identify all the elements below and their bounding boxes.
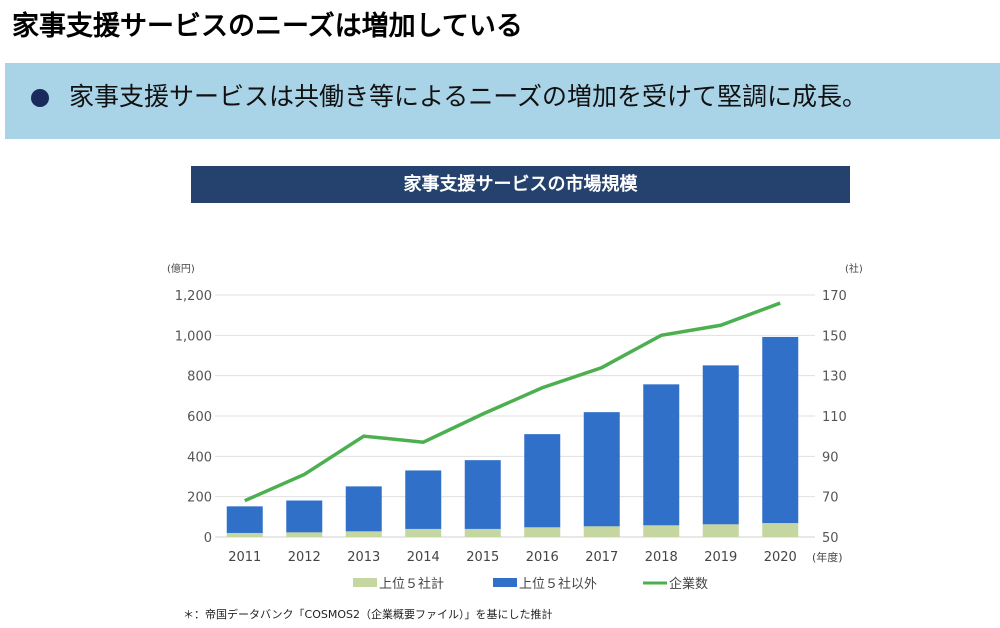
chart-title: 家事支援サービスの市場規模 xyxy=(191,166,850,203)
x-tick-label: 2012 xyxy=(288,550,321,565)
x-tick-label: 2016 xyxy=(526,550,559,565)
y-tick-label: 600 xyxy=(187,410,212,425)
bar-others xyxy=(286,500,323,533)
page-title: 家事支援サービスのニーズは増加している xyxy=(12,11,523,42)
bar-others xyxy=(345,486,382,532)
y2-tick-label: 90 xyxy=(822,450,839,465)
bar-others xyxy=(643,384,680,526)
bar-top5 xyxy=(405,528,442,537)
x-tick-label: 2011 xyxy=(228,550,261,565)
bar-others xyxy=(583,412,620,527)
summary-text: 家事支援サービスは共働き等によるニーズの増加を受けて堅調に成長。 xyxy=(69,82,868,111)
bar-top5 xyxy=(345,531,382,537)
x-tick-label: 2019 xyxy=(704,550,737,565)
bar-others xyxy=(762,336,799,524)
y2-tick-label: 150 xyxy=(822,329,847,344)
y-axis-unit: (億円) xyxy=(167,262,195,275)
bar-top5 xyxy=(226,532,263,537)
x-tick-label: 2018 xyxy=(645,550,678,565)
legend-label: 上位５社以外 xyxy=(519,576,597,592)
y2-tick-label: 130 xyxy=(822,370,847,385)
y-tick-label: 400 xyxy=(187,450,212,465)
x-tick-label: 2014 xyxy=(407,550,440,565)
bar-others xyxy=(405,470,442,529)
legend-swatch xyxy=(353,578,377,587)
y-tick-label: 1,200 xyxy=(175,289,212,304)
bar-top5 xyxy=(286,532,323,537)
y2-tick-label: 170 xyxy=(822,289,847,304)
x-axis-unit: (年度) xyxy=(812,550,843,564)
footnote: ＊：帝国データバンク「COSMOS2（企業概要ファイル）」を基にした推計 xyxy=(183,608,553,621)
bullet-icon xyxy=(31,89,49,107)
x-tick-label: 2017 xyxy=(585,550,618,565)
x-tick-label: 2020 xyxy=(764,550,797,565)
bar-top5 xyxy=(702,524,739,537)
y2-axis-unit: (社) xyxy=(845,262,863,275)
bar-top5 xyxy=(464,528,501,537)
y2-tick-label: 50 xyxy=(822,531,839,546)
legend-swatch xyxy=(493,578,517,587)
y2-tick-label: 70 xyxy=(822,491,839,506)
bar-top5 xyxy=(524,527,561,537)
bar-others xyxy=(226,506,263,533)
x-tick-label: 2013 xyxy=(347,550,380,565)
y2-tick-label: 110 xyxy=(822,410,847,425)
line-company-count xyxy=(244,301,781,503)
bar-top5 xyxy=(583,526,620,537)
bar-others xyxy=(702,365,739,525)
x-tick-label: 2015 xyxy=(466,550,499,565)
bar-top5 xyxy=(643,525,680,537)
y-tick-label: 1,000 xyxy=(175,329,212,344)
summary-banner: 家事支援サービスは共働き等によるニーズの増加を受けて堅調に成長。 xyxy=(5,63,1000,139)
bar-others xyxy=(464,460,501,529)
bar-top5 xyxy=(762,523,799,537)
legend-label: 上位５社計 xyxy=(379,576,444,592)
legend-label: 企業数 xyxy=(669,576,708,592)
y-tick-label: 200 xyxy=(187,491,212,506)
y-tick-label: 800 xyxy=(187,370,212,385)
y-tick-label: 0 xyxy=(204,531,212,546)
bar-others xyxy=(524,434,561,528)
